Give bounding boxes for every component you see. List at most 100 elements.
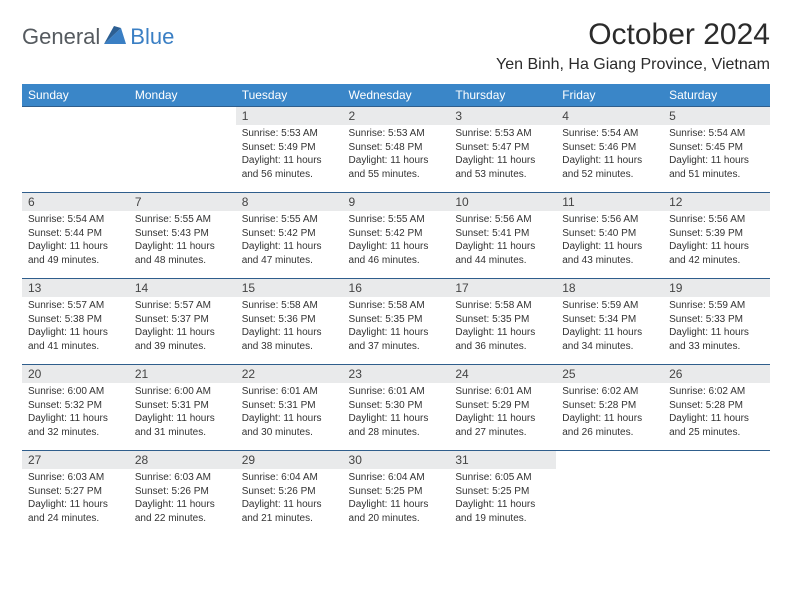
day-details: Sunrise: 5:59 AMSunset: 5:33 PMDaylight:… xyxy=(663,297,770,357)
calendar-day-cell: 29Sunrise: 6:04 AMSunset: 5:26 PMDayligh… xyxy=(236,450,343,536)
daylight-text: Daylight: 11 hours and 46 minutes. xyxy=(349,240,444,267)
calendar-day-cell: 5Sunrise: 5:54 AMSunset: 5:45 PMDaylight… xyxy=(663,106,770,192)
sunrise-text: Sunrise: 6:01 AM xyxy=(242,385,337,399)
calendar-week-row: 1Sunrise: 5:53 AMSunset: 5:49 PMDaylight… xyxy=(22,106,770,192)
day-number: 24 xyxy=(449,364,556,383)
day-details: Sunrise: 6:02 AMSunset: 5:28 PMDaylight:… xyxy=(663,383,770,443)
calendar-day-cell: 4Sunrise: 5:54 AMSunset: 5:46 PMDaylight… xyxy=(556,106,663,192)
day-details: Sunrise: 5:54 AMSunset: 5:44 PMDaylight:… xyxy=(22,211,129,271)
day-details: Sunrise: 6:04 AMSunset: 5:25 PMDaylight:… xyxy=(343,469,450,529)
day-details: Sunrise: 6:04 AMSunset: 5:26 PMDaylight:… xyxy=(236,469,343,529)
calendar-day-cell: 25Sunrise: 6:02 AMSunset: 5:28 PMDayligh… xyxy=(556,364,663,450)
sunrise-text: Sunrise: 5:58 AM xyxy=(242,299,337,313)
day-number xyxy=(129,106,236,111)
day-details: Sunrise: 6:05 AMSunset: 5:25 PMDaylight:… xyxy=(449,469,556,529)
sunset-text: Sunset: 5:42 PM xyxy=(349,227,444,241)
sunrise-text: Sunrise: 5:53 AM xyxy=(242,127,337,141)
day-details: Sunrise: 5:56 AMSunset: 5:40 PMDaylight:… xyxy=(556,211,663,271)
daylight-text: Daylight: 11 hours and 26 minutes. xyxy=(562,412,657,439)
sunrise-text: Sunrise: 5:54 AM xyxy=(562,127,657,141)
sunrise-text: Sunrise: 5:53 AM xyxy=(349,127,444,141)
calendar-table: Sunday Monday Tuesday Wednesday Thursday… xyxy=(22,84,770,536)
day-header: Sunday xyxy=(22,84,129,106)
daylight-text: Daylight: 11 hours and 39 minutes. xyxy=(135,326,230,353)
day-number: 26 xyxy=(663,364,770,383)
day-number: 21 xyxy=(129,364,236,383)
day-details: Sunrise: 6:03 AMSunset: 5:26 PMDaylight:… xyxy=(129,469,236,529)
daylight-text: Daylight: 11 hours and 27 minutes. xyxy=(455,412,550,439)
day-details: Sunrise: 5:55 AMSunset: 5:42 PMDaylight:… xyxy=(343,211,450,271)
calendar-day-cell: 22Sunrise: 6:01 AMSunset: 5:31 PMDayligh… xyxy=(236,364,343,450)
calendar-day-cell: 15Sunrise: 5:58 AMSunset: 5:36 PMDayligh… xyxy=(236,278,343,364)
sunset-text: Sunset: 5:26 PM xyxy=(242,485,337,499)
sunset-text: Sunset: 5:38 PM xyxy=(28,313,123,327)
calendar-day-cell: 21Sunrise: 6:00 AMSunset: 5:31 PMDayligh… xyxy=(129,364,236,450)
sunrise-text: Sunrise: 5:58 AM xyxy=(455,299,550,313)
sunset-text: Sunset: 5:36 PM xyxy=(242,313,337,327)
calendar-day-cell: 24 Sunrise: 6:01 AMSunset: 5:29 PMDayligh… xyxy=(449,364,556,450)
calendar-week-row: 6Sunrise: 5:54 AMSunset: 5:44 PMDaylight… xyxy=(22,192,770,278)
daylight-text: Daylight: 11 hours and 24 minutes. xyxy=(28,498,123,525)
daylight-text: Daylight: 11 hours and 44 minutes. xyxy=(455,240,550,267)
day-details: Sunrise: 5:54 AMSunset: 5:46 PMDaylight:… xyxy=(556,125,663,185)
sunset-text: Sunset: 5:47 PM xyxy=(455,141,550,155)
day-details: Sunrise: 6:01 AMSunset: 5:30 PMDaylight:… xyxy=(343,383,450,443)
calendar-day-cell: 17Sunrise: 5:58 AMSunset: 5:35 PMDayligh… xyxy=(449,278,556,364)
sunrise-text: Sunrise: 5:55 AM xyxy=(349,213,444,227)
title-block: October 2024 Yen Binh, Ha Giang Province… xyxy=(496,18,770,74)
sunrise-text: Sunrise: 5:55 AM xyxy=(242,213,337,227)
sunrise-text: Sunrise: 6:01 AM xyxy=(349,385,444,399)
day-details: Sunrise: 5:57 AMSunset: 5:38 PMDaylight:… xyxy=(22,297,129,357)
calendar-day-cell: 14 Sunrise: 5:57 AMSunset: 5:37 PMDayligh… xyxy=(129,278,236,364)
sunrise-text: Sunrise: 5:59 AM xyxy=(562,299,657,313)
daylight-text: Daylight: 11 hours and 56 minutes. xyxy=(242,154,337,181)
sunrise-text: Sunrise: 5:54 AM xyxy=(669,127,764,141)
calendar-day-cell: 16Sunrise: 5:58 AMSunset: 5:35 PMDayligh… xyxy=(343,278,450,364)
sunset-text: Sunset: 5:46 PM xyxy=(562,141,657,155)
sunrise-text: Sunrise: 6:01 AM xyxy=(455,385,550,399)
sunset-text: Sunset: 5:28 PM xyxy=(562,399,657,413)
day-details: Sunrise: 5:58 AMSunset: 5:36 PMDaylight:… xyxy=(236,297,343,357)
day-number: 20 xyxy=(22,364,129,383)
sunset-text: Sunset: 5:39 PM xyxy=(669,227,764,241)
day-number xyxy=(22,106,129,111)
sunrise-text: Sunrise: 6:00 AM xyxy=(28,385,123,399)
sunrise-text: Sunrise: 5:53 AM xyxy=(455,127,550,141)
calendar-day-cell: 23Sunrise: 6:01 AMSunset: 5:30 PMDayligh… xyxy=(343,364,450,450)
sunrise-text: Sunrise: 5:57 AM xyxy=(135,299,230,313)
daylight-text: Daylight: 11 hours and 43 minutes. xyxy=(562,240,657,267)
calendar-day-cell: 2Sunrise: 5:53 AMSunset: 5:48 PMDaylight… xyxy=(343,106,450,192)
day-number: 10 xyxy=(449,192,556,211)
sunset-text: Sunset: 5:27 PM xyxy=(28,485,123,499)
calendar-day-cell: 31Sunrise: 6:05 AMSunset: 5:25 PMDayligh… xyxy=(449,450,556,536)
day-details: Sunrise: 5:53 AMSunset: 5:48 PMDaylight:… xyxy=(343,125,450,185)
daylight-text: Daylight: 11 hours and 32 minutes. xyxy=(28,412,123,439)
calendar-day-cell: 30Sunrise: 6:04 AMSunset: 5:25 PMDayligh… xyxy=(343,450,450,536)
day-number: 18 xyxy=(556,278,663,297)
logo-text-blue: Blue xyxy=(130,24,174,50)
day-number: 25 xyxy=(556,364,663,383)
sunset-text: Sunset: 5:29 PM xyxy=(455,399,550,413)
day-number: 14 xyxy=(129,278,236,297)
day-details: Sunrise: 6:00 AMSunset: 5:32 PMDaylight:… xyxy=(22,383,129,443)
daylight-text: Daylight: 11 hours and 22 minutes. xyxy=(135,498,230,525)
day-details: Sunrise: 5:55 AMSunset: 5:42 PMDaylight:… xyxy=(236,211,343,271)
day-number: 28 xyxy=(129,450,236,469)
daylight-text: Daylight: 11 hours and 19 minutes. xyxy=(455,498,550,525)
sunrise-text: Sunrise: 5:57 AM xyxy=(28,299,123,313)
sunset-text: Sunset: 5:40 PM xyxy=(562,227,657,241)
location-subtitle: Yen Binh, Ha Giang Province, Vietnam xyxy=(496,56,770,74)
day-header: Friday xyxy=(556,84,663,106)
sunset-text: Sunset: 5:25 PM xyxy=(349,485,444,499)
sunset-text: Sunset: 5:37 PM xyxy=(135,313,230,327)
calendar-day-cell: 20Sunrise: 6:00 AMSunset: 5:32 PMDayligh… xyxy=(22,364,129,450)
sunset-text: Sunset: 5:49 PM xyxy=(242,141,337,155)
day-details: Sunrise: 5:53 AMSunset: 5:49 PMDaylight:… xyxy=(236,125,343,185)
page-header: General Blue October 2024 Yen Binh, Ha G… xyxy=(22,18,770,74)
day-number: 13 xyxy=(22,278,129,297)
calendar-day-cell: 9Sunrise: 5:55 AMSunset: 5:42 PMDaylight… xyxy=(343,192,450,278)
sunrise-text: Sunrise: 6:03 AM xyxy=(135,471,230,485)
calendar-day-cell xyxy=(22,106,129,192)
sunrise-text: Sunrise: 6:04 AM xyxy=(242,471,337,485)
day-details: Sunrise: 5:58 AMSunset: 5:35 PMDaylight:… xyxy=(449,297,556,357)
